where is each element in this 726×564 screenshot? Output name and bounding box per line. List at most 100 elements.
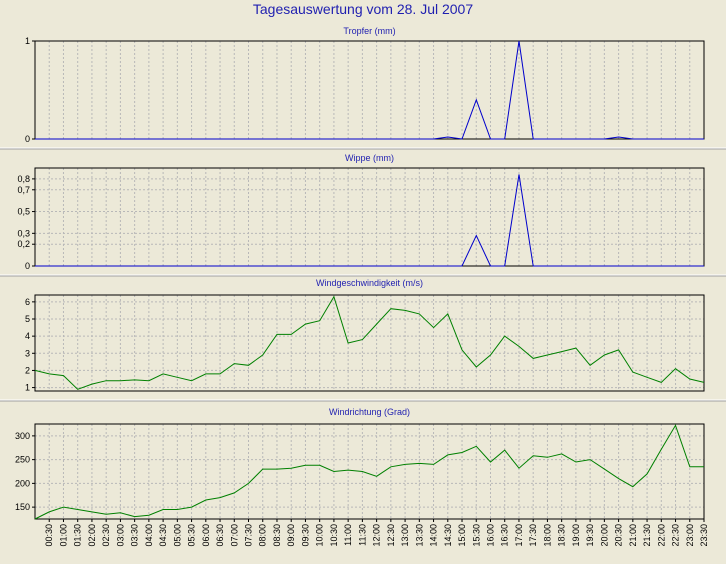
data-point bbox=[77, 265, 78, 266]
data-point bbox=[362, 138, 363, 139]
data-point bbox=[120, 265, 121, 266]
data-point bbox=[632, 486, 633, 487]
data-point bbox=[518, 468, 519, 469]
data-point bbox=[661, 138, 662, 139]
data-point bbox=[518, 346, 519, 347]
x-tick-label: 20:00 bbox=[599, 524, 609, 547]
data-point bbox=[404, 138, 405, 139]
data-point bbox=[447, 265, 448, 266]
data-point bbox=[106, 265, 107, 266]
data-point bbox=[404, 464, 405, 465]
x-tick-label: 12:00 bbox=[372, 524, 382, 547]
data-point bbox=[533, 138, 534, 139]
data-point bbox=[348, 342, 349, 343]
data-point bbox=[177, 265, 178, 266]
data-point bbox=[547, 138, 548, 139]
data-point bbox=[703, 466, 704, 467]
data-point bbox=[234, 492, 235, 493]
x-tick-label: 22:30 bbox=[671, 524, 681, 547]
data-point bbox=[561, 265, 562, 266]
data-point bbox=[518, 40, 519, 41]
data-point bbox=[618, 349, 619, 350]
plot-frame bbox=[34, 294, 705, 392]
x-tick-label: 23:00 bbox=[685, 524, 695, 547]
data-point bbox=[590, 365, 591, 366]
chart-panel-1: Tropfer (mm) 0 1 bbox=[25, 26, 705, 144]
data-point bbox=[490, 265, 491, 266]
data-point bbox=[590, 459, 591, 460]
x-tick-label: 05:00 bbox=[172, 524, 182, 547]
data-point bbox=[476, 366, 477, 367]
data-point bbox=[319, 320, 320, 321]
data-point bbox=[376, 324, 377, 325]
data-point bbox=[34, 265, 35, 266]
x-tick-label: 03:00 bbox=[115, 524, 125, 547]
data-point bbox=[362, 265, 363, 266]
y-tick-label: 1 bbox=[25, 36, 30, 46]
data-point bbox=[348, 469, 349, 470]
data-point bbox=[248, 265, 249, 266]
data-point bbox=[646, 473, 647, 474]
data-point bbox=[333, 138, 334, 139]
data-point bbox=[590, 138, 591, 139]
data-point bbox=[419, 463, 420, 464]
data-point bbox=[291, 138, 292, 139]
data-point bbox=[447, 313, 448, 314]
y-tick-label: 0,7 bbox=[17, 185, 30, 195]
x-tick-label: 04:00 bbox=[144, 524, 154, 547]
data-point bbox=[305, 324, 306, 325]
x-tick-label: 00:30 bbox=[44, 524, 54, 547]
data-point bbox=[433, 265, 434, 266]
data-point bbox=[63, 138, 64, 139]
data-point bbox=[632, 265, 633, 266]
data-point bbox=[219, 138, 220, 139]
data-point bbox=[63, 507, 64, 508]
x-tick-label: 15:00 bbox=[457, 524, 467, 547]
data-point bbox=[63, 375, 64, 376]
y-tick-label: 6 bbox=[25, 297, 30, 307]
data-point bbox=[447, 136, 448, 137]
data-point bbox=[191, 380, 192, 381]
x-tick-label: 11:00 bbox=[343, 524, 353, 546]
data-point bbox=[689, 265, 690, 266]
data-point bbox=[646, 377, 647, 378]
x-tick-label: 07:30 bbox=[244, 524, 254, 547]
data-point bbox=[305, 465, 306, 466]
x-tick-label: 18:00 bbox=[542, 524, 552, 547]
data-point bbox=[390, 308, 391, 309]
data-point bbox=[661, 382, 662, 383]
plot-frame bbox=[34, 167, 705, 267]
series-line bbox=[34, 295, 705, 390]
data-point bbox=[191, 265, 192, 266]
data-point bbox=[77, 138, 78, 139]
data-point bbox=[34, 370, 35, 371]
data-point bbox=[547, 457, 548, 458]
data-point bbox=[219, 265, 220, 266]
data-point bbox=[590, 265, 591, 266]
data-point bbox=[305, 265, 306, 266]
data-point bbox=[291, 468, 292, 469]
x-tick-label: 08:00 bbox=[258, 524, 268, 547]
data-point bbox=[390, 466, 391, 467]
data-point bbox=[348, 265, 349, 266]
data-point bbox=[404, 265, 405, 266]
chart-panel-3: Windgeschwindigkeit (m/s) 1 2 3 4 5 6 bbox=[25, 278, 705, 393]
series-line bbox=[35, 174, 704, 267]
data-point bbox=[661, 265, 662, 266]
x-tick-label: 21:30 bbox=[642, 524, 652, 547]
data-point bbox=[661, 449, 662, 450]
x-tick-label: 04:30 bbox=[158, 524, 168, 547]
data-point bbox=[490, 354, 491, 355]
data-point bbox=[390, 265, 391, 266]
data-point bbox=[561, 351, 562, 352]
series-line bbox=[34, 424, 704, 520]
data-point bbox=[419, 138, 420, 139]
data-point bbox=[618, 478, 619, 479]
y-tick-label: 0,3 bbox=[17, 228, 30, 238]
x-tick-label: 13:30 bbox=[414, 524, 424, 547]
data-point bbox=[234, 363, 235, 364]
data-point bbox=[91, 384, 92, 385]
data-point bbox=[376, 476, 377, 477]
data-point bbox=[476, 99, 477, 100]
x-tick-label: 17:30 bbox=[528, 524, 538, 547]
